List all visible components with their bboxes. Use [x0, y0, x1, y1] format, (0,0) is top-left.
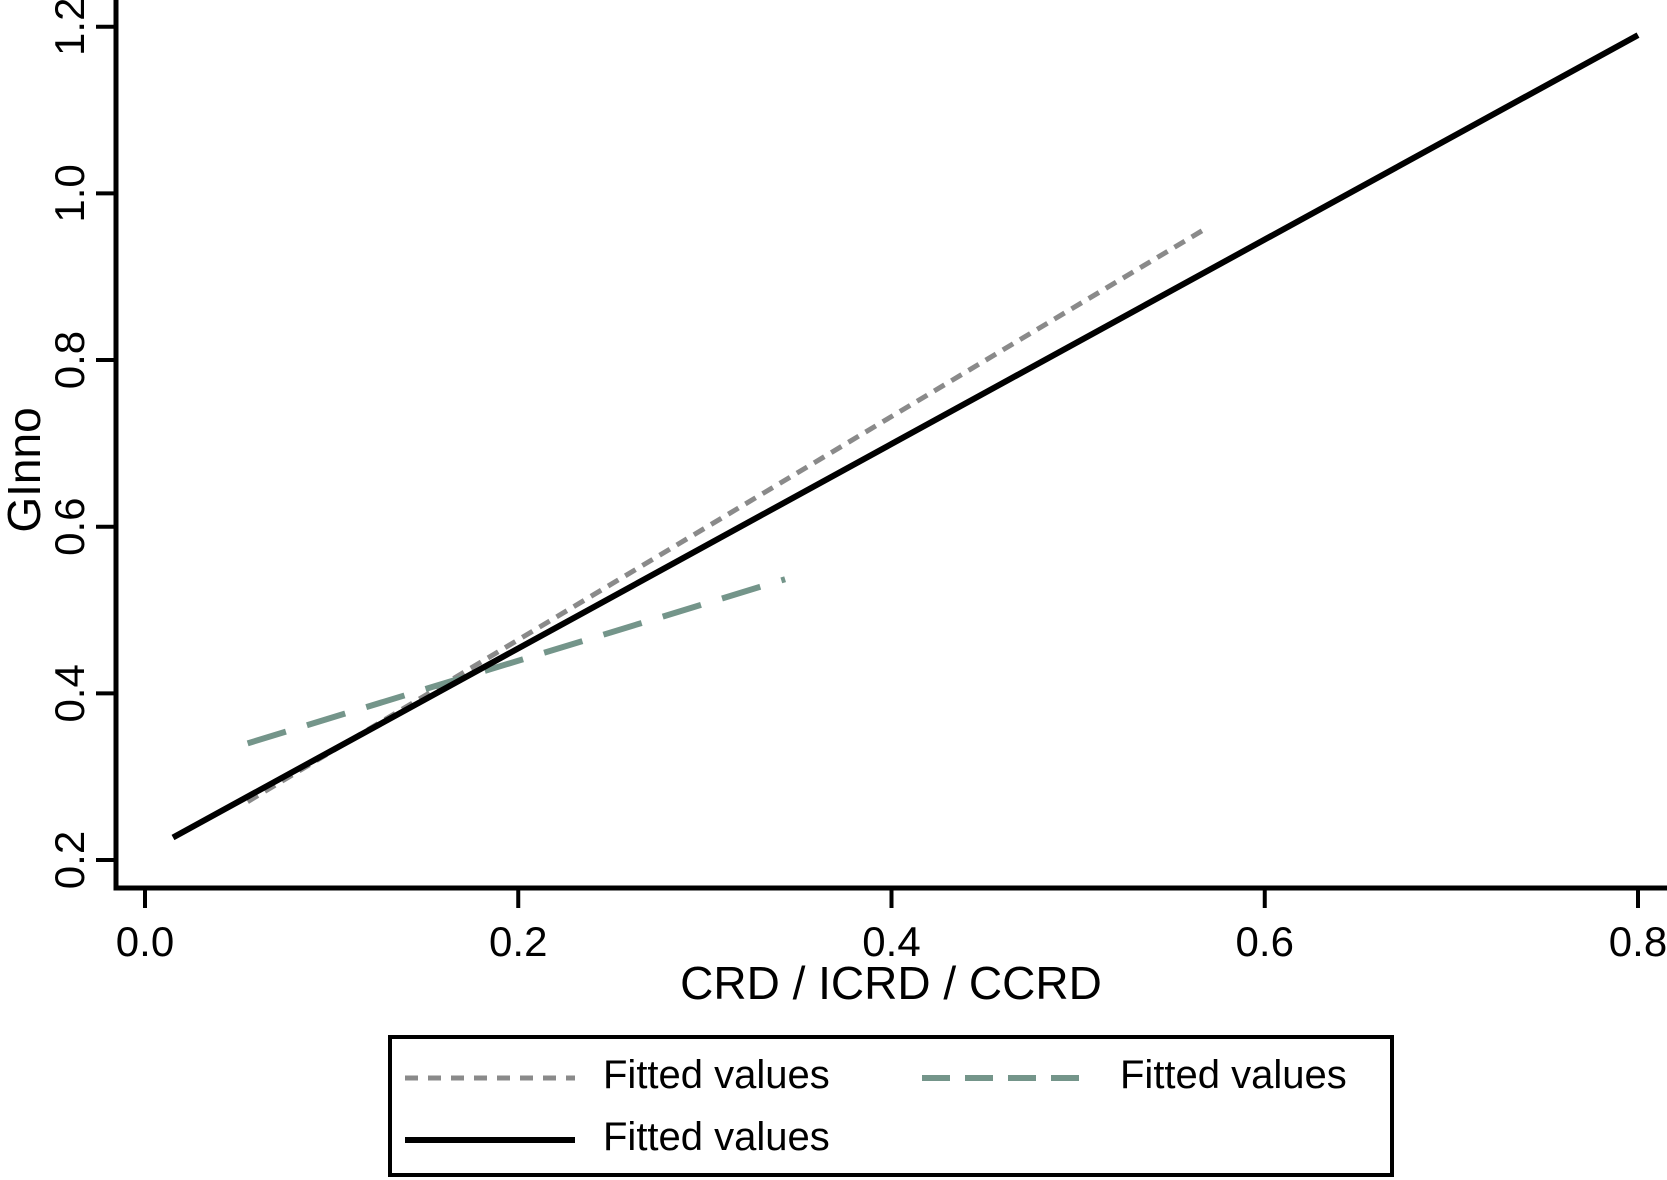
x-tick-label: 0.4	[862, 918, 920, 965]
legend-line-sample-long-dash	[922, 1070, 1092, 1081]
series-line-long-dash	[246, 576, 787, 747]
x-axis-title: CRD / ICRD / CCRD	[680, 957, 1102, 1009]
y-tick-label: 0.4	[46, 664, 93, 722]
legend-sample-svg	[405, 1137, 575, 1143]
y-tick-label: 0.2	[46, 831, 93, 889]
y-tick-label: 1.2	[46, 0, 93, 56]
legend-item-solid: Fitted values	[405, 1113, 830, 1161]
legend-label: Fitted values	[603, 1115, 830, 1159]
y-tick-label: 1.0	[46, 164, 93, 222]
series-line-solid	[171, 32, 1640, 841]
legend-item-dotted: Fitted values	[405, 1051, 830, 1099]
legend: Fitted values Fitted values Fitted value…	[388, 1035, 1394, 1177]
x-tick-label: 0.6	[1236, 918, 1294, 965]
legend-line-sample-solid	[405, 1132, 575, 1143]
x-tick-label: 0.2	[489, 918, 547, 965]
legend-label: Fitted values	[603, 1053, 830, 1097]
legend-label: Fitted values	[1120, 1053, 1347, 1097]
x-tick-label: 0.0	[116, 918, 174, 965]
legend-item-long-dash: Fitted values	[922, 1051, 1347, 1099]
legend-sample-svg	[922, 1075, 1092, 1081]
legend-line-sample-dotted	[405, 1070, 575, 1081]
y-tick-label: 0.8	[46, 331, 93, 389]
y-axis-title: GInno	[0, 407, 50, 532]
y-tick-label: 0.6	[46, 498, 93, 556]
x-tick-label: 0.8	[1609, 918, 1667, 965]
legend-sample-svg	[405, 1075, 575, 1081]
